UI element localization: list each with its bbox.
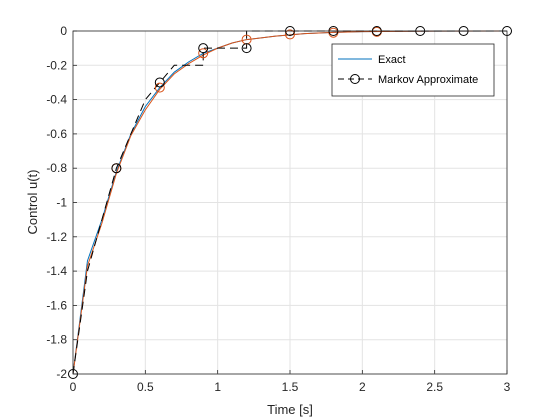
x-tick-label: 2 [359, 380, 366, 394]
x-tick-label: 0.5 [137, 380, 154, 394]
series-markov-marker [241, 43, 252, 54]
legend-exact-label: Exact [378, 54, 406, 66]
y-tick-label: -1 [56, 196, 67, 210]
y-tick-label: -0.2 [46, 58, 67, 72]
y-tick-label: -1.4 [46, 264, 67, 278]
y-tick-labels: 0 -0.2 -0.4 -0.6 -0.8 -1 -1.2 -1.4 -1.6 -1.8 -2 [46, 24, 67, 381]
legend: Exact Markov Approximate [331, 43, 495, 97]
series-orange-marker [285, 29, 295, 40]
y-tick-label: -0.8 [46, 161, 67, 175]
series-markov-line [72, 30, 507, 375]
plot-frame [72, 30, 508, 375]
x-tick-label: 2.5 [426, 380, 443, 394]
y-tick-label: -1.8 [46, 333, 67, 347]
x-tick-label: 1.5 [282, 380, 299, 394]
legend-box [331, 43, 495, 97]
series-orange-marker [198, 48, 209, 59]
x-tick-label: 1 [214, 380, 221, 394]
x-axis-label: Time [s] [267, 402, 313, 417]
y-tick-label: 0 [60, 24, 67, 38]
x-tick-label: 3 [504, 380, 511, 394]
legend-markov-label: Markov Approximate [378, 74, 478, 86]
y-tick-label: -1.6 [46, 298, 67, 312]
series-markov-marker [111, 163, 122, 174]
series-markov-marker [198, 43, 209, 54]
x-tick-label: 0 [70, 380, 77, 394]
series-layer [68, 26, 512, 379]
y-axis-label: Control u(t) [25, 169, 40, 234]
series-orange-marker [154, 82, 165, 93]
series-markov-marker [154, 77, 165, 88]
y-tick-label: -2 [56, 367, 67, 381]
x-tick-labels: 0 0.5 1 1.5 2 2.5 3 [70, 380, 511, 394]
legend-markov-marker [350, 74, 360, 84]
y-tick-label: -0.6 [46, 127, 67, 141]
y-tick-label: -0.4 [46, 93, 67, 107]
y-tick-label: -1.2 [46, 230, 67, 244]
